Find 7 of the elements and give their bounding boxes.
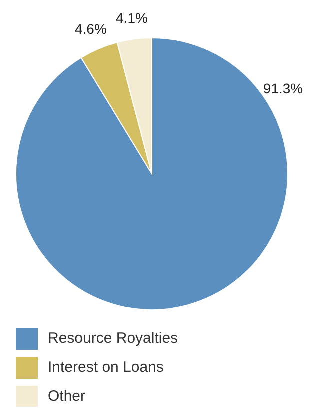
legend-label: Interest on Loans: [48, 358, 164, 376]
data-label: 4.6%: [74, 21, 107, 38]
legend-label: Other: [48, 388, 86, 405]
data-label: 91.3%: [263, 80, 304, 96]
legend-label: Resource Royalties: [48, 330, 178, 347]
pie-slice: [80, 42, 152, 174]
data-label: 4.1%: [116, 10, 148, 26]
